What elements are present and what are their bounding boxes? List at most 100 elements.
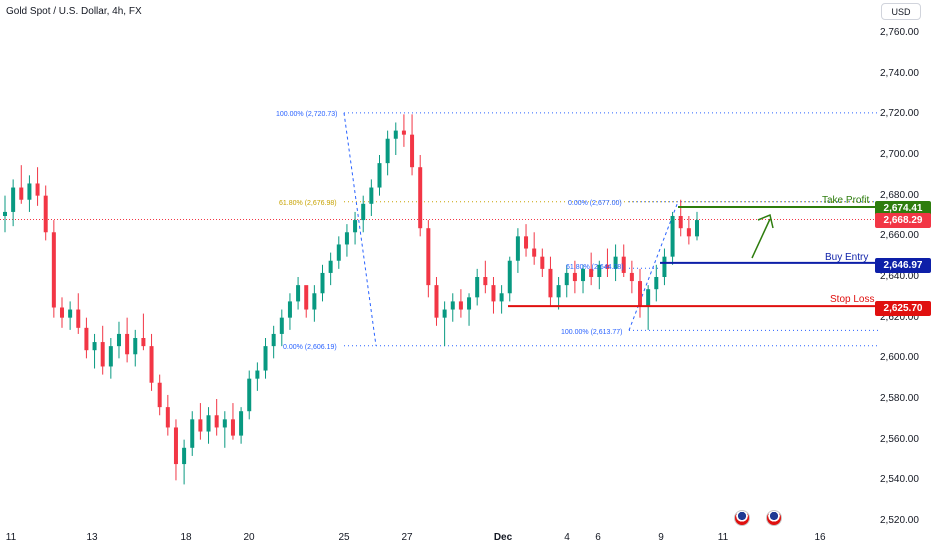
candle-body — [344, 232, 349, 245]
candle-body — [695, 220, 699, 237]
candle-body — [458, 301, 463, 310]
candle-body — [499, 293, 504, 302]
us-flag-event-icon[interactable] — [734, 510, 750, 526]
candle-body — [507, 260, 512, 294]
candle-body — [100, 342, 105, 367]
candle-body — [222, 419, 227, 428]
time-tick-label: 18 — [180, 532, 192, 543]
candle-body — [149, 346, 154, 383]
price-tick-label: 2,700.00 — [880, 149, 919, 160]
time-tick-label: 11 — [5, 532, 17, 543]
price-tick-label: 2,760.00 — [880, 27, 919, 38]
candle-body — [621, 256, 626, 273]
candle-body — [426, 228, 431, 286]
candle-body — [581, 268, 586, 282]
candle-body — [572, 272, 577, 282]
candle-body — [92, 342, 97, 351]
currency-button[interactable]: USD — [881, 3, 921, 20]
candle-body — [353, 220, 358, 233]
current-price-tag: 2,668.29 — [875, 213, 931, 228]
candle-body — [141, 338, 146, 347]
candle-body — [654, 277, 659, 290]
fib-small-mid-label: 61.80% (2,644.28) — [566, 264, 624, 271]
candle-body — [320, 272, 325, 294]
candle-body — [686, 228, 691, 237]
candle-body — [442, 309, 447, 318]
candle-body — [214, 415, 219, 428]
buy-entry-price-tag: 2,646.97 — [875, 258, 931, 273]
candle-body — [190, 419, 195, 448]
candle-body — [182, 447, 187, 465]
candle-body — [564, 272, 569, 286]
candle-body — [43, 195, 48, 233]
candle-body — [312, 293, 317, 310]
candle-body — [401, 130, 406, 135]
price-tick-label: 2,620.00 — [880, 311, 919, 323]
candle-body — [524, 236, 529, 249]
stop-loss-price-tag: 2,625.70 — [875, 301, 931, 316]
candle-body — [605, 264, 610, 269]
fib-big-bottom-label: 0.00% (2,606.19) — [283, 344, 337, 351]
stop-loss-label: Stop Loss — [830, 294, 875, 305]
candle-body — [540, 256, 545, 269]
time-tick-label: 16 — [814, 532, 826, 543]
candle-body — [35, 183, 40, 196]
time-tick-label: 13 — [86, 532, 98, 543]
candle-body — [467, 297, 472, 310]
candle-body — [613, 256, 618, 269]
candle-body — [336, 244, 341, 261]
candle-body — [84, 327, 89, 351]
time-tick-label: 9 — [658, 532, 664, 543]
candle-body — [125, 333, 130, 355]
fib-small-top-label: 0.00% (2,677.00) — [568, 200, 622, 207]
candle-body — [198, 419, 203, 432]
candle-body — [450, 301, 455, 310]
candle-body — [393, 130, 398, 139]
candle-body — [475, 277, 480, 298]
candle-body — [76, 309, 81, 328]
price-tick-label: 2,560.00 — [880, 433, 919, 445]
candle-body — [230, 419, 235, 436]
symbol-title: Gold Spot / U.S. Dollar, 4h, FX — [6, 6, 142, 17]
candle-body — [434, 285, 439, 318]
price-tick-label: 2,740.00 — [880, 67, 919, 79]
projection-arrow — [751, 218, 771, 259]
fib-trend-line — [628, 201, 679, 331]
candle-body — [157, 382, 162, 408]
candle-body — [116, 333, 121, 347]
candle-body — [165, 407, 170, 428]
candle-body — [638, 281, 643, 306]
candle-body — [287, 301, 292, 318]
candle-body — [678, 216, 683, 229]
candle-body — [532, 248, 537, 257]
candle-body — [51, 232, 56, 308]
candle-body — [670, 216, 675, 257]
candle-body — [255, 370, 260, 379]
arrow-head — [757, 213, 774, 229]
time-tick-label: 25 — [338, 532, 350, 543]
time-tick-label: 6 — [595, 532, 601, 543]
candle-body — [328, 260, 333, 273]
price-tick-label: 2,520.00 — [880, 515, 919, 526]
us-flag-event-icon[interactable] — [766, 510, 782, 526]
time-tick-label: 27 — [401, 532, 413, 543]
candle-body — [491, 285, 496, 302]
candle-body — [263, 346, 268, 371]
candle-body — [304, 285, 309, 310]
candle-body — [3, 211, 7, 216]
candle-body — [59, 307, 64, 318]
candle-body — [133, 338, 138, 355]
candle-body — [206, 415, 211, 432]
time-tick-label: Dec — [493, 532, 513, 543]
candle-body — [515, 236, 520, 261]
time-tick-label: 20 — [243, 532, 255, 543]
candle-body — [369, 187, 374, 204]
candle-body — [597, 264, 602, 277]
fib-trend-line — [343, 112, 377, 346]
candle-body — [11, 187, 16, 212]
candle-body — [19, 187, 24, 200]
price-tick-label: 2,680.00 — [880, 189, 919, 201]
price-tick-label: 2,660.00 — [880, 230, 919, 242]
candle-body — [410, 134, 415, 168]
